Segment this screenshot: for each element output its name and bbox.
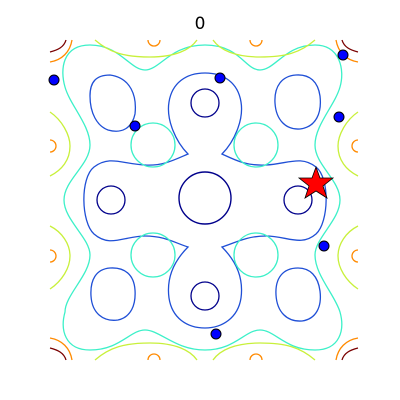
frame-title: 0 <box>194 14 206 34</box>
agent-dot <box>129 120 141 132</box>
contour-center-dark <box>178 171 232 225</box>
contour-cyan-lower-right <box>233 232 279 278</box>
contour-blue-top-left <box>89 74 137 132</box>
contour-yellow-left-upper <box>49 111 71 177</box>
contour-bottom-dark <box>190 281 220 311</box>
contour-orange-bottom-mid-right <box>249 353 263 361</box>
contour-top-dark <box>190 88 220 118</box>
contour-blue-bottom-right <box>275 267 322 322</box>
contour-orange-bottom-mid-left <box>147 353 161 361</box>
contour-orange-right-mid-lower <box>351 249 359 263</box>
contour-right-dark <box>283 185 313 215</box>
contour-orange-left-mid-upper <box>49 139 57 153</box>
contour-orange-top-left <box>49 39 73 63</box>
contour-yellow-bottom-left <box>94 342 198 361</box>
contour-orange-right-mid-upper <box>351 139 359 153</box>
contour-red-bottom-left <box>49 347 67 361</box>
contour-red-top-right <box>341 39 359 53</box>
contour-red-top-left <box>49 39 67 53</box>
contour-lines <box>49 39 359 361</box>
contour-yellow-top-left <box>94 39 198 58</box>
contour-cyan-lower-left <box>130 232 176 278</box>
agent-dot <box>318 240 330 252</box>
contour-orange-bottom-right <box>335 337 359 361</box>
contour-blue-top-right <box>274 74 322 130</box>
contour-yellow-right-lower <box>337 225 359 290</box>
goal-star-icon <box>297 165 335 199</box>
agent-dot <box>48 74 60 86</box>
goal-marker <box>297 165 335 199</box>
contour-yellow-top-right <box>212 39 316 58</box>
agent-dot <box>337 49 349 61</box>
agent-markers <box>48 49 349 340</box>
contour-orange-top-mid-left <box>147 39 161 47</box>
contour-cyan-upper-left <box>130 122 176 168</box>
contour-cyan-outer <box>62 44 343 351</box>
contour-blue-bottom-left <box>90 267 136 321</box>
contour-orange-bottom-left <box>49 337 73 361</box>
contour-orange-left-mid-lower <box>49 249 57 263</box>
contour-blue-cross <box>83 72 327 329</box>
contour-left-dark <box>96 185 126 215</box>
contour-yellow-left-lower <box>49 225 71 290</box>
agent-dot <box>210 328 222 340</box>
contour-yellow-bottom-right <box>212 342 316 361</box>
contour-orange-top-mid-right <box>249 39 263 47</box>
contour-red-bottom-right <box>341 347 359 361</box>
contour-cyan-upper-right <box>233 122 279 168</box>
agent-dot <box>214 72 226 84</box>
contour-yellow-right-upper <box>337 111 359 177</box>
agent-dot <box>333 111 345 123</box>
